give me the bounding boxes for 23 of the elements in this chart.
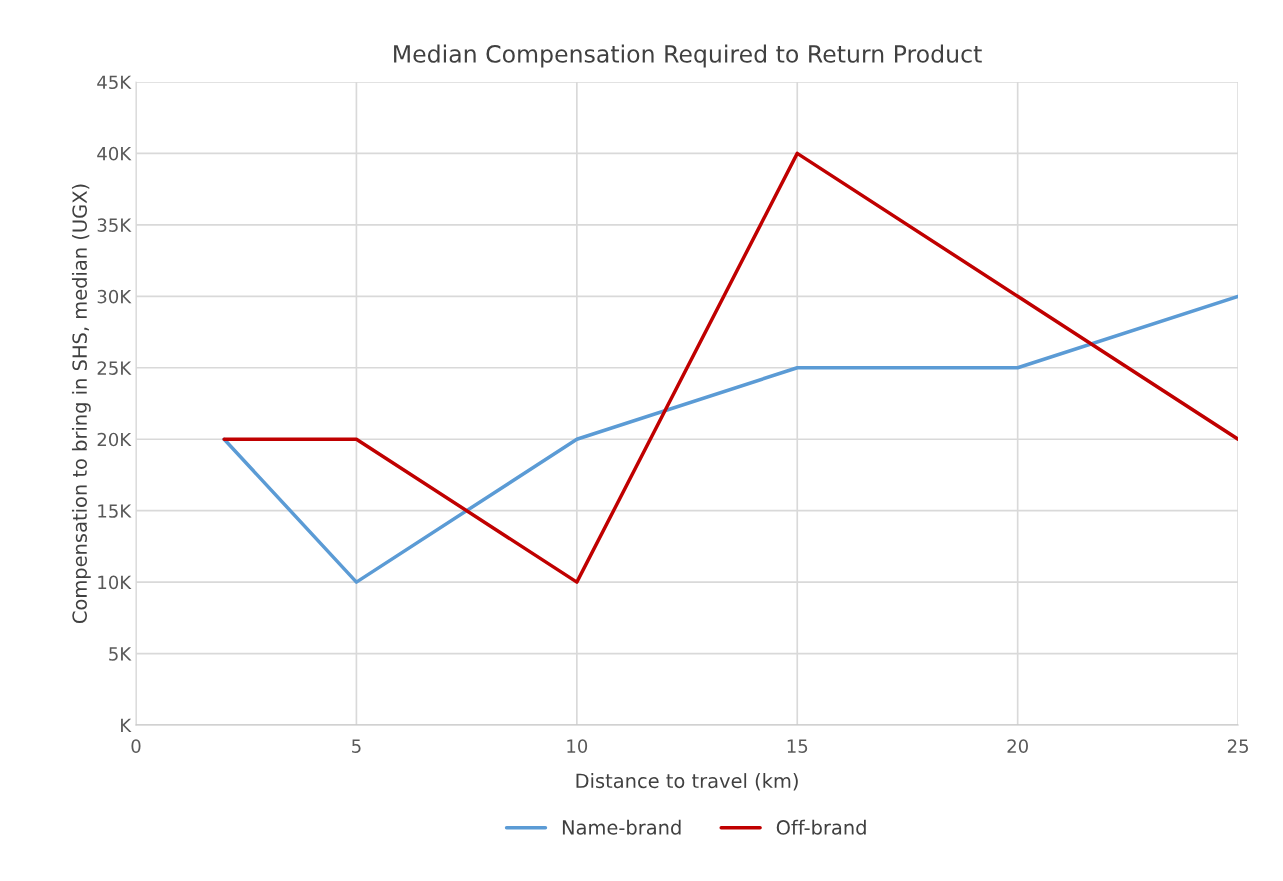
y-tick-label: 35K: [97, 218, 132, 232]
y-tick-label: 5K: [109, 647, 132, 661]
y-tick-label: 10K: [98, 575, 132, 590]
y-tick-label: 15K: [98, 504, 132, 518]
y-axis-title: Compensation to bring in SHS, median (UGX): [71, 184, 91, 624]
y-tick-label: 40K: [97, 146, 132, 161]
y-tick-label: K: [121, 718, 132, 732]
y-tick-label: 25K: [97, 361, 132, 375]
line-series: [222, 294, 1239, 584]
x-tick-label: 5: [352, 739, 361, 753]
legend-label: Name-brand: [562, 819, 681, 835]
x-tick-label: 15: [787, 739, 808, 753]
x-tick-label: 10: [567, 739, 588, 753]
line-series: [222, 151, 1239, 584]
x-tick-label: 25: [1227, 739, 1249, 753]
y-tick-label: 30K: [97, 289, 132, 304]
x-tick-label: 20: [1007, 739, 1028, 753]
x-axis-title: Distance to travel (km): [576, 773, 798, 791]
x-tick-label: 0: [131, 739, 141, 753]
legend-label: Off-brand: [776, 819, 866, 835]
y-tick-label: 20K: [97, 432, 132, 447]
y-tick-label: 45K: [97, 75, 132, 90]
chart-title: Median Compensation Required to Return Product: [394, 44, 982, 68]
